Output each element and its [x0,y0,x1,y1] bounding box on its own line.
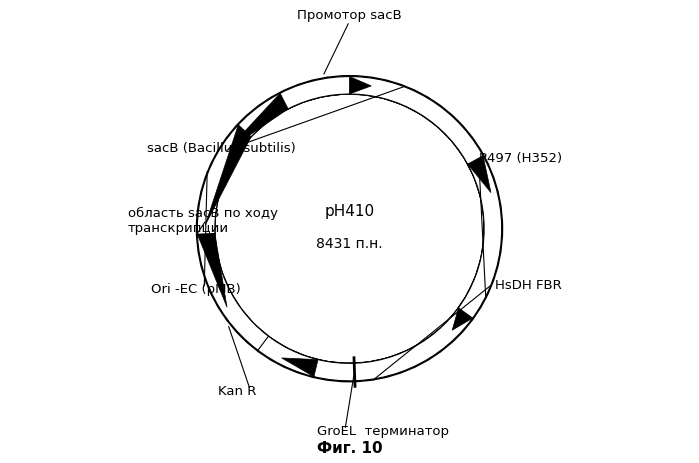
Text: pH410: pH410 [324,203,375,218]
Text: GroEL  терминатор: GroEL терминатор [317,424,449,437]
Text: Промотор sacB: Промотор sacB [297,9,402,22]
Polygon shape [205,125,251,226]
Polygon shape [459,271,494,319]
Text: 8431 п.н.: 8431 п.н. [316,236,383,250]
Polygon shape [282,358,318,377]
Polygon shape [350,77,371,95]
Polygon shape [452,308,473,331]
Text: Kan R: Kan R [218,384,257,397]
Polygon shape [314,335,443,381]
Text: Фиг. 10: Фиг. 10 [317,440,382,455]
Text: область sacB по ходу
транскрипции: область sacB по ходу транскрипции [128,206,278,234]
Polygon shape [197,234,227,307]
Polygon shape [197,77,502,381]
Polygon shape [200,77,501,381]
Polygon shape [366,78,483,165]
Polygon shape [226,94,288,151]
Text: sacB (Bacillus subtilis): sacB (Bacillus subtilis) [147,142,295,155]
Polygon shape [197,77,502,381]
Text: Ori -EC (pMB): Ori -EC (pMB) [151,282,241,295]
Text: HsDH FBR: HsDH FBR [495,278,561,291]
Text: P497 (H352): P497 (H352) [479,151,562,164]
Polygon shape [303,77,350,101]
Polygon shape [468,156,491,193]
